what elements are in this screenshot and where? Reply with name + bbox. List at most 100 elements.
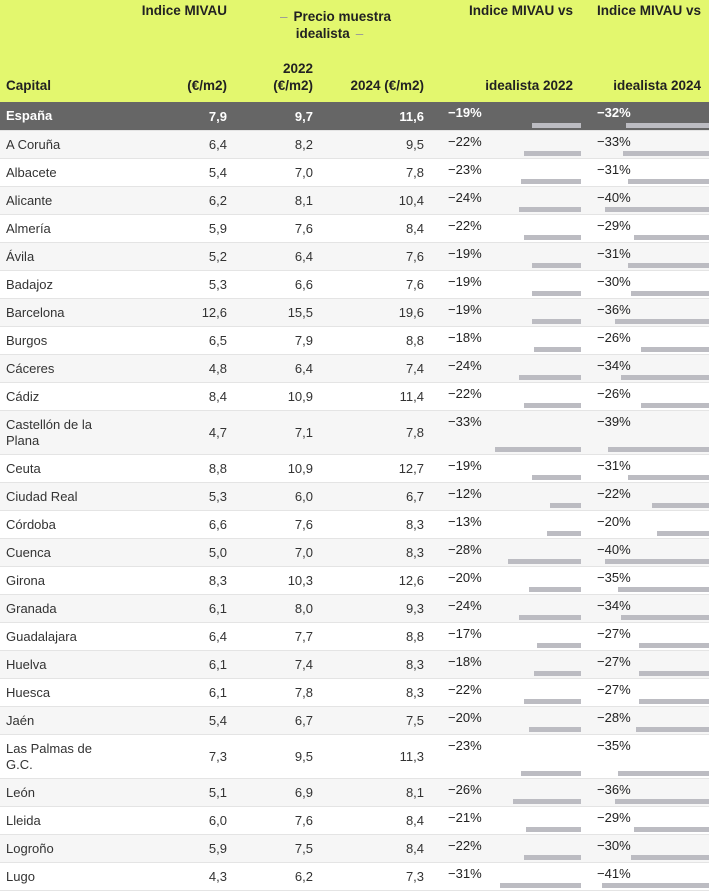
capital-cell: Badajoz [0,270,125,299]
diff-value: −24% [448,598,482,613]
diff-2024-cell: −31% [581,158,710,187]
diff-2024-cell: −29% [581,806,710,835]
price-2022-cell: 8,2 [235,130,321,159]
table-row: Cádiz 8,4 10,9 11,4 −22% −26% [0,382,710,411]
table-header: Indice MIVAU – Precio muestra idealista – … [0,0,710,102]
price-2024-cell: 8,1 [321,778,433,807]
diff-value: −17% [448,626,482,641]
diff-value: −13% [448,514,482,529]
diff-value: −20% [448,710,482,725]
diff-bar [518,615,582,620]
diff-bar [531,319,582,324]
diff-bar [631,855,710,860]
capital-cell: Ciudad Real [0,482,125,511]
diff-2024-cell: −33% [581,130,710,159]
diff-value: −36% [597,782,631,797]
diff-2024-cell: −35% [581,566,710,595]
price-2022-cell: 9,7 [235,102,321,131]
diff-value: −19% [448,105,482,120]
diff-2024-cell: −28% [581,706,710,735]
mivau-cell: 8,4 [125,382,235,411]
diff-value: −23% [448,162,482,177]
mivau-cell: 5,9 [125,214,235,243]
capital-cell: Lleida [0,806,125,835]
diff-bar [602,883,710,888]
diff-2022-cell: −33% [432,410,582,455]
diff-bar [534,347,582,352]
capital-cell: Castellón de la Plana [0,410,125,455]
diff-value: −34% [597,358,631,373]
price-2022-cell: 10,9 [235,382,321,411]
capital-cell: Huelva [0,650,125,679]
mivau-cell: 6,6 [125,510,235,539]
diff-bar [518,207,582,212]
capital-cell: Granada [0,594,125,623]
diff-value: −33% [448,414,482,429]
table-row: Granada 6,1 8,0 9,3 −24% −34% [0,594,710,623]
diff-2024-cell: −27% [581,678,710,707]
table-row: Ceuta 8,8 10,9 12,7 −19% −31% [0,454,710,483]
table-row: Huesca 6,1 7,8 8,3 −22% −27% [0,678,710,707]
price-2022-cell: 7,6 [235,214,321,243]
capital-cell: España [0,102,125,131]
price-2022-cell: 7,8 [235,678,321,707]
diff-value: −19% [448,274,482,289]
table-row: Guadalajara 6,4 7,7 8,8 −17% −27% [0,622,710,651]
price-2022-cell: 6,6 [235,270,321,299]
table-row: Castellón de la Plana 4,7 7,1 7,8 −33% −39% [0,410,710,455]
price-2022-cell: 7,9 [235,326,321,355]
diff-value: −18% [448,330,482,345]
price-2024-cell: 7,8 [321,158,433,187]
diff-bar [549,503,582,508]
diff-value: −28% [597,710,631,725]
diff-value: −35% [597,738,631,753]
mivau-cell: 6,2 [125,186,235,215]
diff-2022-cell: −19% [432,298,582,327]
diff-2022-cell: −22% [432,214,582,243]
price-2024-cell: 9,3 [321,594,433,623]
diff-bar [620,615,710,620]
price-2022-cell: 7,4 [235,650,321,679]
price-2024-cell: 7,6 [321,242,433,271]
header-mivau-unit: (€/m2) [125,46,235,102]
diff-bar [638,671,710,676]
diff-value: −22% [597,486,631,501]
price-2024-cell: 8,4 [321,214,433,243]
diff-bar [633,235,710,240]
diff-bar [641,347,710,352]
diff-value: −12% [448,486,482,501]
diff-value: −34% [597,598,631,613]
mivau-cell: 5,3 [125,482,235,511]
diff-value: −35% [597,570,631,585]
diff-value: −22% [448,386,482,401]
diff-2022-cell: −19% [432,102,582,131]
capital-cell: Almería [0,214,125,243]
price-2024-cell: 8,8 [321,622,433,651]
diff-2024-cell: −36% [581,298,710,327]
diff-bar [521,179,582,184]
diff-2022-cell: −28% [432,538,582,567]
diff-2022-cell: −12% [432,482,582,511]
diff-bar [605,559,710,564]
diff-2022-cell: −23% [432,158,582,187]
diff-2022-cell: −24% [432,186,582,215]
diff-value: −21% [448,810,482,825]
capital-cell: Huesca [0,678,125,707]
price-2022-cell: 10,3 [235,566,321,595]
table-row: Alicante 6,2 8,1 10,4 −24% −40% [0,186,710,215]
table-row-total: España 7,9 9,7 11,6 −19% −32% [0,102,710,131]
diff-bar [615,319,710,324]
diff-bar [605,207,710,212]
diff-bar [651,503,710,508]
mivau-cell: 6,1 [125,678,235,707]
diff-2024-cell: −27% [581,622,710,651]
diff-bar [628,179,710,184]
mivau-cell: 6,4 [125,130,235,159]
header-2024: 2024 (€/m2) [321,46,433,102]
mivau-cell: 6,4 [125,622,235,651]
price-2022-cell: 15,5 [235,298,321,327]
price-2024-cell: 11,6 [321,102,433,131]
diff-bar [523,855,582,860]
diff-bar [547,531,582,536]
capital-cell: Ávila [0,242,125,271]
